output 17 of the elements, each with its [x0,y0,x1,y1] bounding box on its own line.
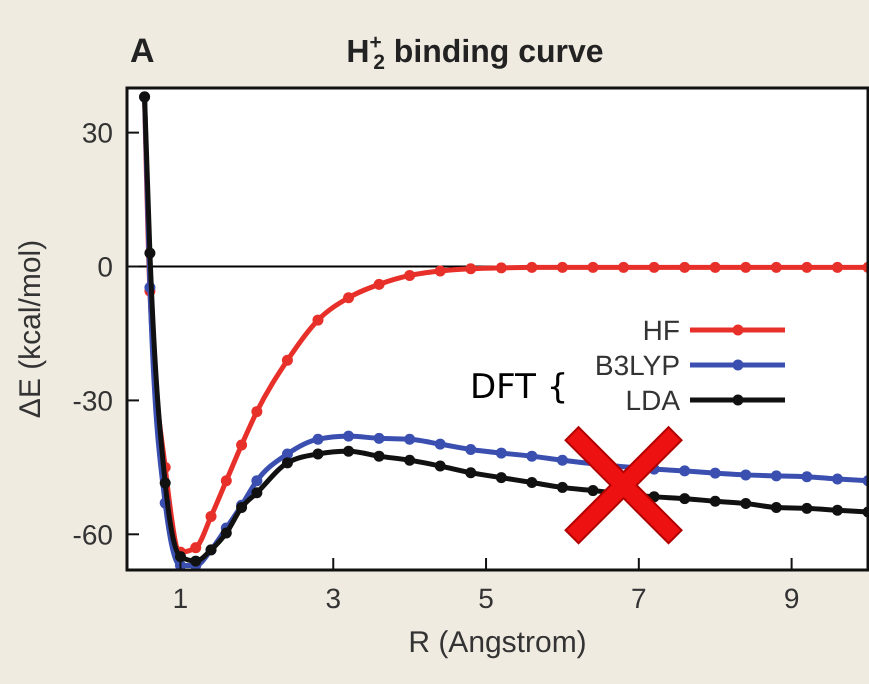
y-tick-label: 0 [97,252,113,283]
x-tick-label: 7 [631,583,647,614]
y-axis-title: ΔE (kcal/mol) [14,240,47,418]
legend-label: HF [642,315,680,346]
text: A [130,32,155,70]
y-tick-label: 30 [82,118,113,149]
x-axis-title: R (Angstrom) [408,626,587,659]
x-tick-label: 9 [784,583,800,614]
y-tick-label: -60 [72,519,113,550]
legend-label: B3LYP [594,350,680,381]
x-tick-label: 3 [325,583,342,614]
annotation: DFT { [470,367,568,407]
legend-label: LDA [626,385,680,416]
chart-title: H$^{+}$$_{2}$ binding curve [346,31,604,74]
x-tick-label: 5 [478,583,494,614]
y-tick-label: -30 [72,385,113,416]
x-tick-label: 1 [172,583,188,614]
